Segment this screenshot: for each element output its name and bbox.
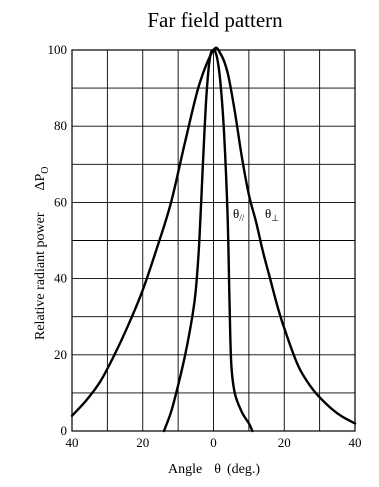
y-tick-label: 60 [54,194,67,209]
y-tick-labels: 0 20 40 60 80 100 [48,42,68,438]
series-group [70,46,357,433]
y-tick-label: 20 [54,347,67,362]
x-tick-label: 0 [210,435,217,450]
y-tick-label: 0 [61,423,68,438]
x-tick-label: 20 [136,435,149,450]
series-line-perpendicular [70,46,357,425]
y-tick-label: 80 [54,118,67,133]
x-axis-label: Angle θ (deg.) [168,462,260,477]
series-label-parallel: θ// [233,206,245,223]
x-tick-label: 40 [349,435,362,450]
x-tick-label: 40 [66,435,79,450]
chart-title: Far field pattern [147,8,283,32]
y-axis-label: Relative radiant powerΔPO [33,166,51,340]
y-tick-label: 100 [48,42,68,57]
grid [72,50,355,431]
y-tick-label: 40 [54,271,67,286]
x-tick-labels: 40 20 0 20 40 [66,435,362,450]
x-tick-label: 20 [278,435,291,450]
series-label-perpendicular: θ⊥ [265,206,279,223]
